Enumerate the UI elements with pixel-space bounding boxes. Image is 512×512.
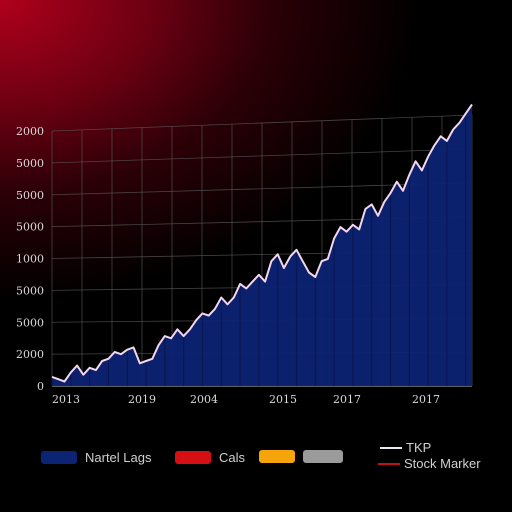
legend-swatch <box>303 450 343 463</box>
y-tick-label: 5000 <box>16 221 44 234</box>
legend-swatch <box>41 451 77 464</box>
legend-line-item: TKP <box>380 440 431 455</box>
y-tick-label: 5000 <box>16 157 44 170</box>
legend: Nartel Lags Cals TKP Stock Marker <box>0 438 512 478</box>
legend-item <box>303 450 343 463</box>
legend-line-item: Stock Marker <box>378 456 481 471</box>
legend-label: Stock Marker <box>404 456 481 471</box>
area-series <box>51 103 473 386</box>
legend-item: Cals <box>175 450 245 465</box>
y-axis-ticks: 0 2000 5000 5000 1000 5000 5000 5000 2000 <box>16 125 44 393</box>
legend-swatch <box>259 450 295 463</box>
area-fill <box>52 104 472 386</box>
legend-line-key <box>380 446 402 449</box>
x-tick-label: 2015 <box>269 393 297 406</box>
legend-swatch <box>175 451 211 464</box>
legend-label: TKP <box>406 440 432 455</box>
x-tick-label: 2004 <box>190 393 218 406</box>
y-tick-label: 5000 <box>16 284 44 297</box>
legend-label: Nartel Lags <box>85 450 152 465</box>
x-tick-label: 2013 <box>52 393 80 406</box>
x-tick-label: 2017 <box>333 393 361 406</box>
series-line <box>51 103 473 383</box>
y-tick-label: 5000 <box>16 189 44 202</box>
y-tick-label: 2000 <box>16 348 44 361</box>
x-axis-ticks: 2013 2019 2004 2015 2017 2017 <box>52 393 440 406</box>
legend-item: Nartel Lags <box>41 450 151 465</box>
y-tick-label: 1000 <box>16 253 44 266</box>
y-tick-label: 5000 <box>16 316 44 329</box>
x-tick-label: 2017 <box>412 393 440 406</box>
x-tick-label: 2019 <box>128 393 156 406</box>
legend-label: Cals <box>219 450 246 465</box>
y-tick-label: 0 <box>37 380 44 393</box>
y-tick-label: 2000 <box>16 125 44 138</box>
legend-item <box>259 450 295 463</box>
legend-line-key <box>378 462 400 465</box>
